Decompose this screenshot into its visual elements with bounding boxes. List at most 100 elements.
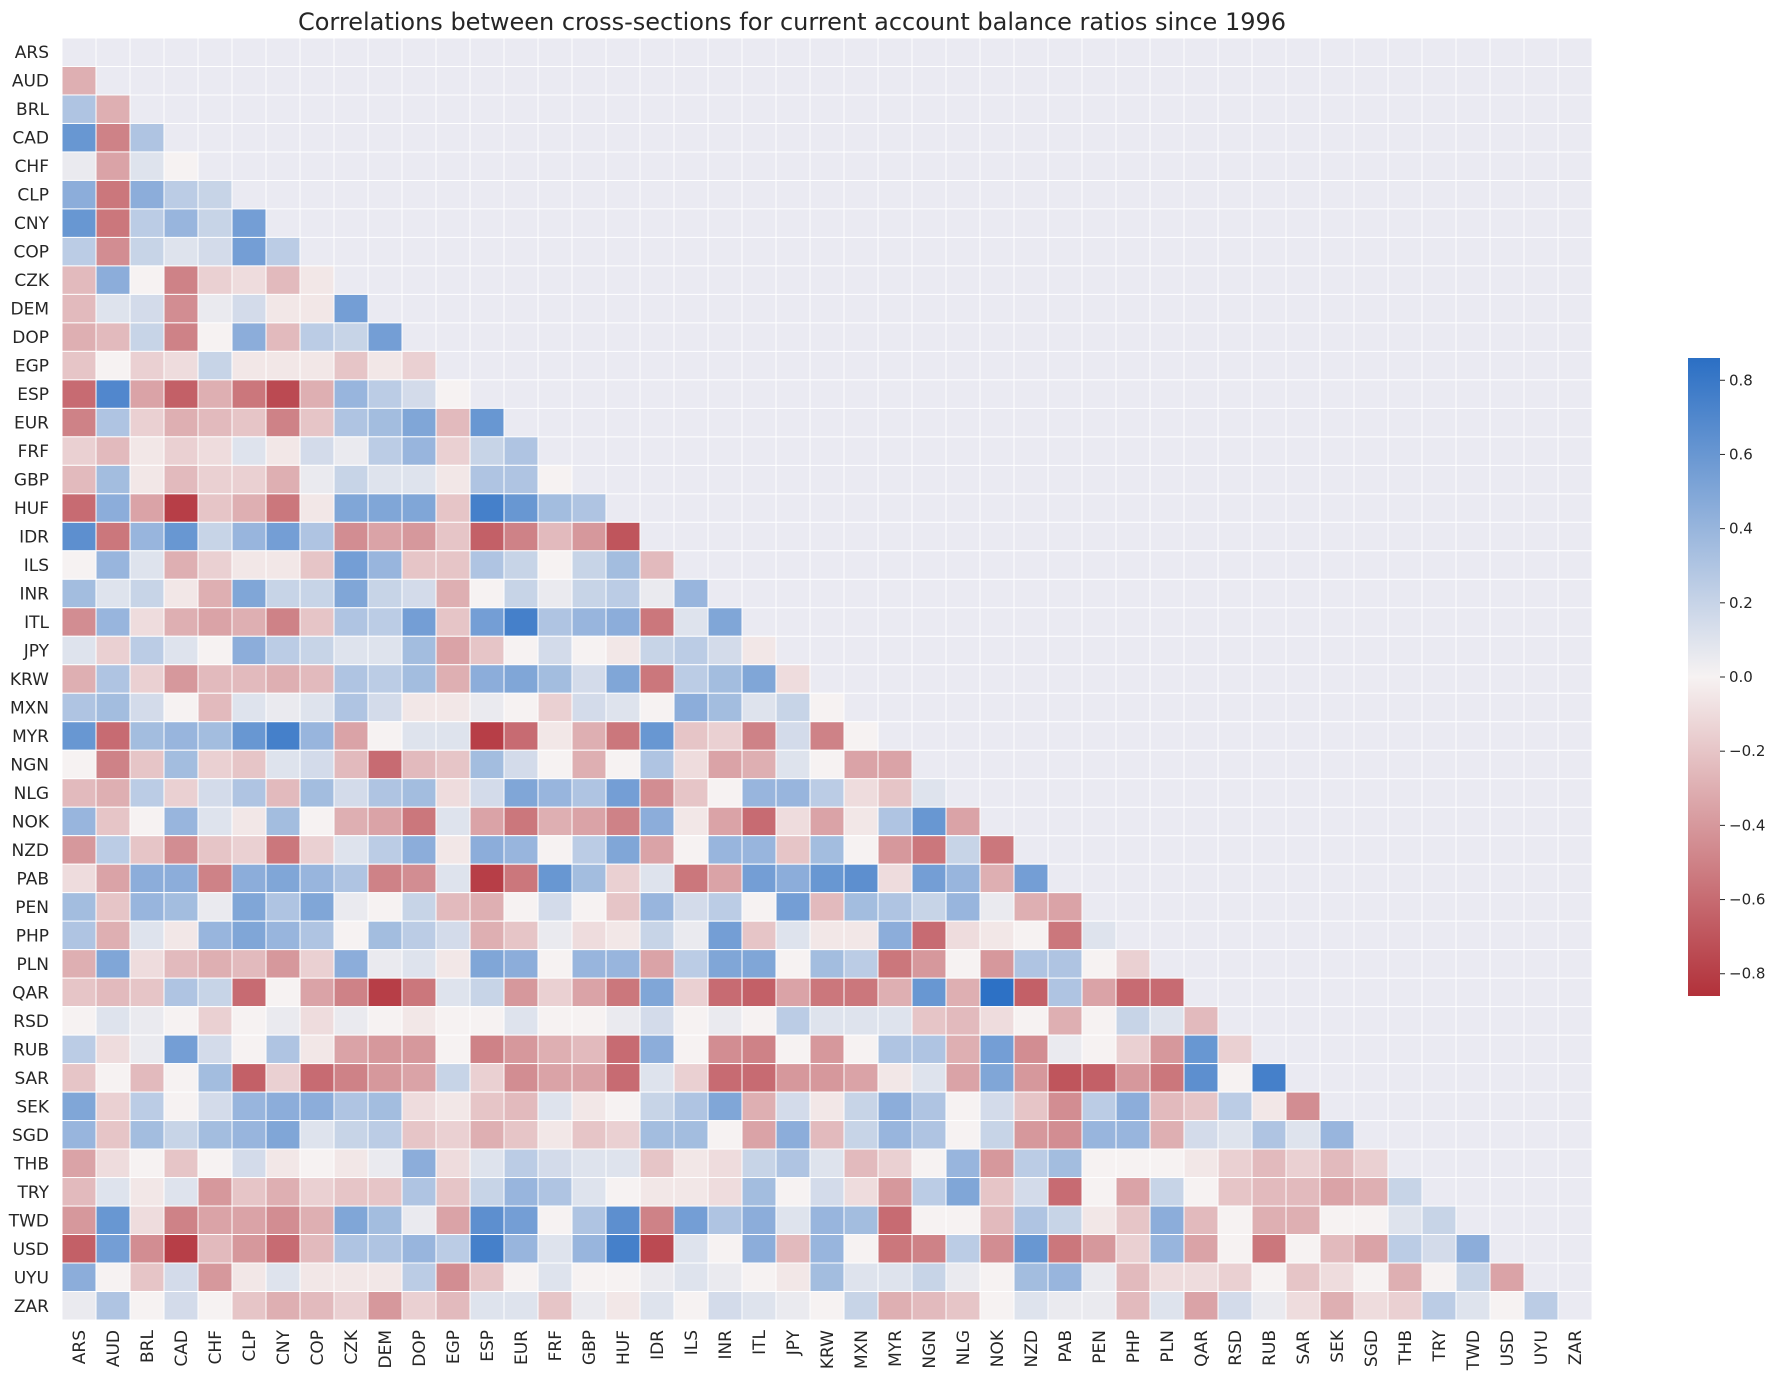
heatmap-cell: [163, 1034, 199, 1065]
heatmap-cell: [945, 977, 981, 1008]
heatmap-cell: [265, 977, 301, 1008]
x-tick-label: ITL: [750, 1329, 770, 1354]
colorbar-tick-label: −0.4: [1729, 816, 1765, 834]
heatmap-cell: [1285, 1120, 1321, 1150]
heatmap-cell: [265, 835, 301, 865]
heatmap-cell: [197, 379, 233, 409]
heatmap-cell: [435, 464, 471, 495]
heatmap-cell: [1455, 1291, 1491, 1321]
heatmap-cell: [979, 920, 1015, 951]
heatmap-cell: [163, 407, 199, 438]
heatmap-cell: [469, 1148, 505, 1179]
x-tick-label: CHF: [206, 1330, 226, 1364]
heatmap-cell: [95, 265, 131, 295]
heatmap-cell: [707, 949, 743, 979]
heatmap-cell: [1013, 977, 1049, 1008]
heatmap-cell: [333, 293, 369, 324]
heatmap-cell: [639, 1205, 675, 1236]
heatmap-cell: [333, 806, 369, 837]
heatmap-cell: [503, 1291, 539, 1321]
heatmap-cell: [231, 1034, 267, 1065]
heatmap-cell: [163, 521, 199, 552]
heatmap-cell: [469, 664, 505, 694]
heatmap-cell: [367, 493, 403, 523]
y-tick-label: INR: [19, 585, 49, 605]
heatmap-cell: [877, 1091, 913, 1122]
heatmap-cell: [61, 1205, 97, 1236]
heatmap-cell: [503, 1148, 539, 1179]
heatmap-cell: [503, 493, 539, 523]
y-tick-label: GBP: [14, 471, 49, 491]
heatmap-cell: [877, 1006, 913, 1036]
x-tick-label: IDR: [648, 1330, 668, 1360]
heatmap-cell: [197, 692, 233, 723]
heatmap-cell: [639, 578, 675, 609]
heatmap-cell: [469, 692, 505, 723]
heatmap-cell: [95, 1006, 131, 1036]
x-tick-label: ILS: [682, 1330, 702, 1355]
heatmap-cell: [231, 778, 267, 808]
heatmap-cell: [435, 863, 471, 894]
heatmap-cell: [197, 550, 233, 580]
heatmap-cell: [1115, 1148, 1151, 1179]
heatmap-cell: [741, 1262, 777, 1293]
heatmap-cell: [707, 1262, 743, 1293]
x-tick-label: CNY: [274, 1329, 294, 1365]
heatmap-cell: [571, 920, 607, 951]
heatmap-cell: [1183, 1177, 1219, 1207]
heatmap-cell: [163, 977, 199, 1008]
y-tick-label: CAD: [12, 129, 49, 149]
heatmap-cell: [605, 1063, 641, 1093]
heatmap-cell: [61, 1034, 97, 1065]
heatmap-cell: [775, 1177, 811, 1207]
heatmap-cell: [129, 1091, 165, 1122]
heatmap-cell: [367, 1006, 403, 1036]
heatmap-cell: [843, 1120, 879, 1150]
heatmap-cell: [1421, 1262, 1457, 1293]
heatmap-cell: [707, 977, 743, 1008]
heatmap-cell: [265, 1205, 301, 1236]
heatmap-cell: [231, 920, 267, 951]
heatmap-cell: [333, 863, 369, 894]
heatmap-cell: [231, 578, 267, 609]
heatmap-cell: [1455, 1262, 1491, 1293]
heatmap-cell: [401, 977, 437, 1008]
heatmap-cell: [537, 1262, 573, 1293]
heatmap-cell: [231, 749, 267, 780]
heatmap-cell: [367, 1034, 403, 1065]
heatmap-cell: [843, 920, 879, 951]
x-tick-label: PAB: [1056, 1330, 1076, 1362]
heatmap-cell: [367, 1091, 403, 1122]
heatmap-cell: [367, 1120, 403, 1150]
heatmap-cell: [979, 1063, 1015, 1093]
heatmap-cell: [503, 464, 539, 495]
heatmap-cell: [1047, 892, 1083, 922]
x-tick-label: INR: [716, 1330, 736, 1360]
heatmap-cell: [299, 1205, 335, 1236]
heatmap-cell: [571, 1205, 607, 1236]
heatmap-cell: [945, 1234, 981, 1264]
x-tick-label: UYU: [1532, 1330, 1552, 1365]
heatmap-cell: [843, 977, 879, 1008]
heatmap-cell: [639, 1006, 675, 1036]
heatmap-cell: [945, 1034, 981, 1065]
heatmap-cell: [367, 578, 403, 609]
heatmap-cell: [129, 863, 165, 894]
heatmap-cell: [61, 749, 97, 780]
heatmap-cell: [571, 1234, 607, 1264]
heatmap-cell: [1013, 892, 1049, 922]
heatmap-cell: [1285, 1234, 1321, 1264]
heatmap-cell: [197, 1262, 233, 1293]
heatmap-cell: [95, 892, 131, 922]
x-tick-label: RSD: [1226, 1330, 1246, 1366]
heatmap-cell: [911, 1091, 947, 1122]
heatmap-cell: [707, 692, 743, 723]
heatmap-cell: [673, 920, 709, 951]
heatmap-cell: [503, 1063, 539, 1093]
heatmap-cell: [129, 920, 165, 951]
heatmap-cell: [231, 863, 267, 894]
heatmap-cell: [537, 949, 573, 979]
heatmap-cell: [605, 607, 641, 637]
heatmap-cell: [571, 578, 607, 609]
heatmap-cell: [163, 1234, 199, 1264]
